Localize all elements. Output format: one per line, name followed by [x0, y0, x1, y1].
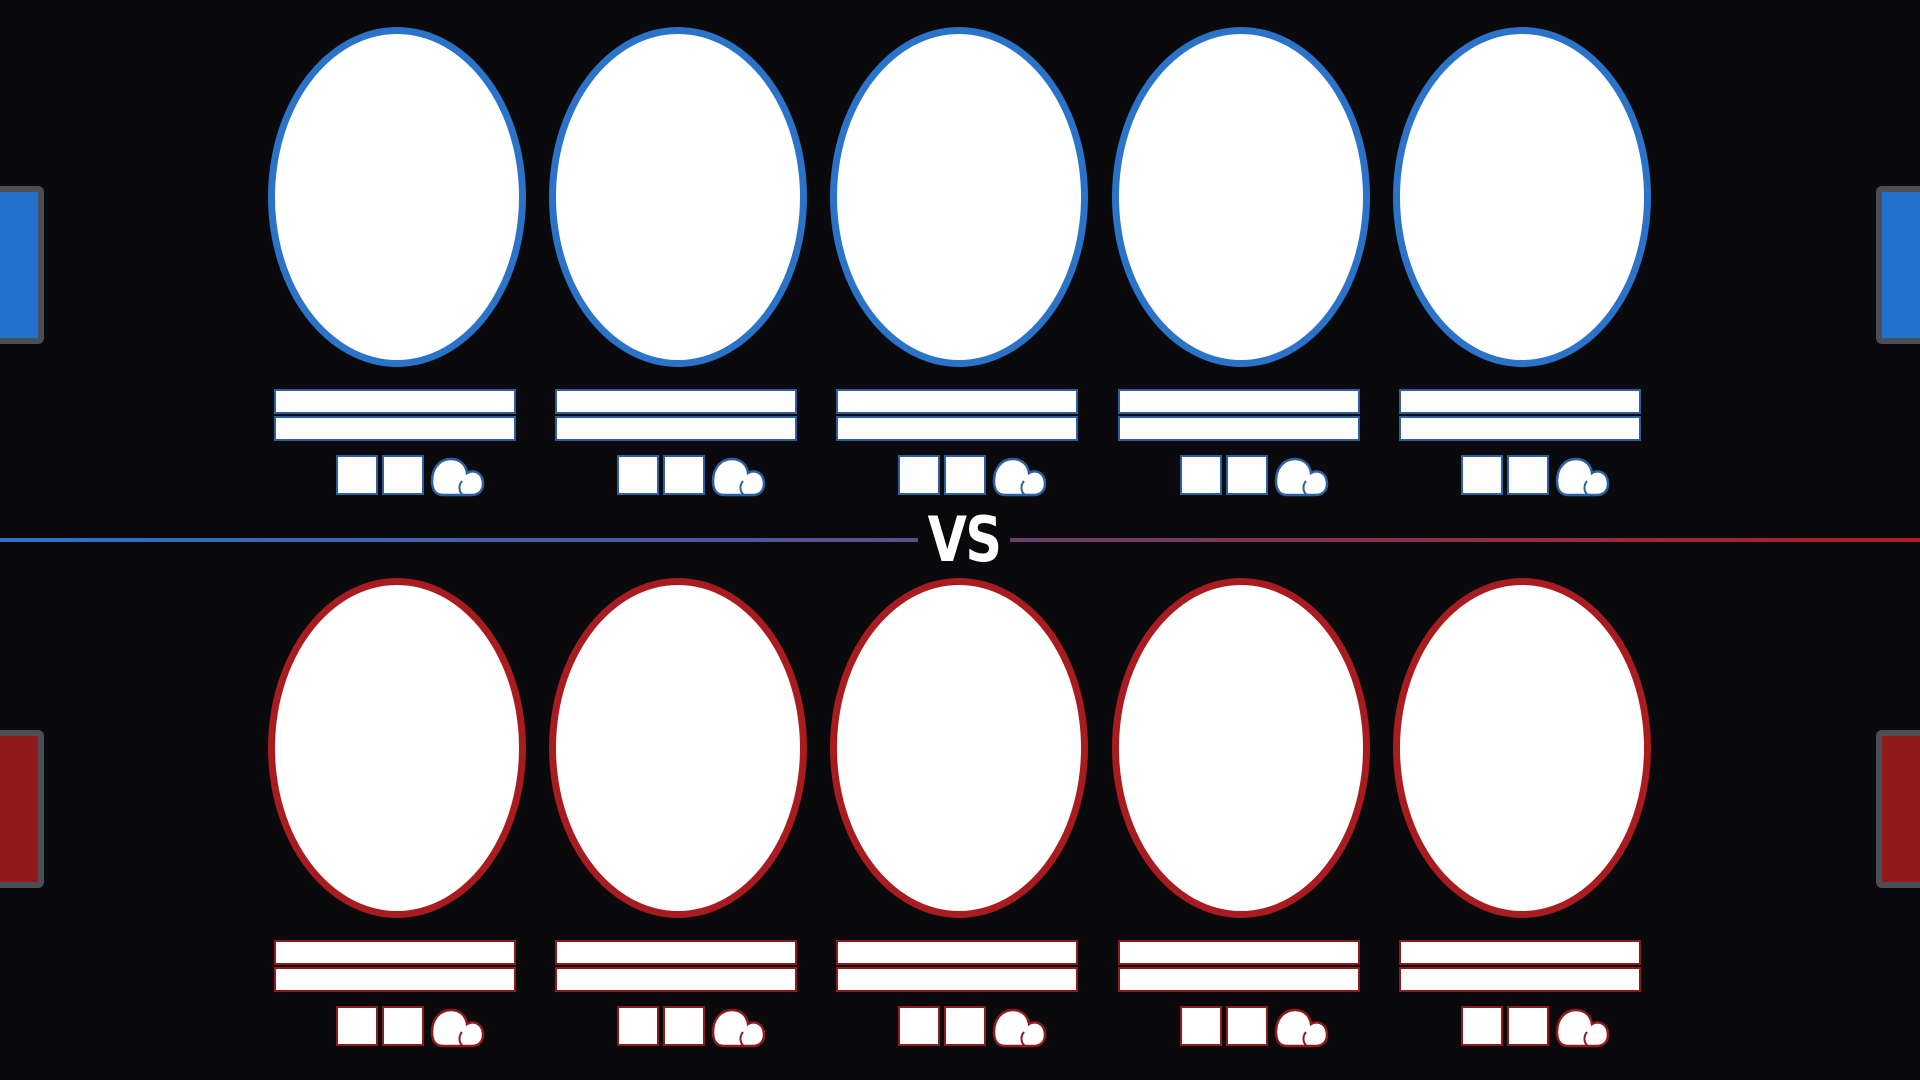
player-portrait[interactable] — [1393, 27, 1651, 367]
player-portrait[interactable] — [549, 578, 807, 918]
red-player-card[interactable] — [1112, 578, 1370, 1058]
square-slot-icon — [1226, 1006, 1268, 1046]
player-subtitle-bar — [555, 416, 797, 441]
player-subtitle-bar — [836, 967, 1078, 992]
player-name-bar — [1118, 940, 1360, 965]
player-name-bar — [274, 389, 516, 414]
square-slot-icon — [1180, 1006, 1222, 1046]
player-portrait[interactable] — [268, 27, 526, 367]
cloud-icon — [992, 1008, 1047, 1048]
player-portrait[interactable] — [549, 27, 807, 367]
player-name-bar — [1399, 389, 1641, 414]
cloud-icon — [1555, 457, 1610, 497]
player-subtitle-bar — [1118, 967, 1360, 992]
blue-team-tab-right — [1876, 186, 1920, 344]
player-portrait[interactable] — [830, 578, 1088, 918]
cloud-icon — [711, 457, 766, 497]
player-name-bar — [836, 389, 1078, 414]
cloud-icon — [430, 457, 485, 497]
player-subtitle-bar — [1118, 416, 1360, 441]
player-name-bar — [274, 940, 516, 965]
cloud-icon — [430, 1008, 485, 1048]
player-name-bar — [555, 940, 797, 965]
square-slot-icon — [336, 455, 378, 495]
player-subtitle-bar — [836, 416, 1078, 441]
red-player-card[interactable] — [1393, 578, 1651, 1058]
player-portrait[interactable] — [830, 27, 1088, 367]
red-team-tab-right — [1876, 730, 1920, 888]
player-portrait[interactable] — [1112, 578, 1370, 918]
player-subtitle-bar — [1399, 416, 1641, 441]
player-subtitle-bar — [1399, 967, 1641, 992]
player-subtitle-bar — [555, 967, 797, 992]
square-slot-icon — [1180, 455, 1222, 495]
square-slot-icon — [898, 1006, 940, 1046]
cloud-icon — [1274, 1008, 1329, 1048]
player-name-bar — [1118, 389, 1360, 414]
player-name-bar — [836, 940, 1078, 965]
red-player-card[interactable] — [549, 578, 807, 1058]
player-name-bar — [1399, 940, 1641, 965]
red-player-card[interactable] — [830, 578, 1088, 1058]
blue-team-tab-left — [0, 186, 44, 344]
player-portrait[interactable] — [268, 578, 526, 918]
divider-line-red — [1010, 538, 1920, 542]
red-player-card[interactable] — [268, 578, 526, 1058]
square-slot-icon — [663, 455, 705, 495]
square-slot-icon — [617, 455, 659, 495]
cloud-icon — [992, 457, 1047, 497]
player-subtitle-bar — [274, 967, 516, 992]
player-portrait[interactable] — [1112, 27, 1370, 367]
blue-player-card[interactable] — [830, 27, 1088, 507]
square-slot-icon — [1461, 1006, 1503, 1046]
vs-label: VS — [927, 503, 1002, 576]
square-slot-icon — [663, 1006, 705, 1046]
cloud-icon — [711, 1008, 766, 1048]
square-slot-icon — [944, 455, 986, 495]
square-slot-icon — [1461, 455, 1503, 495]
square-slot-icon — [898, 455, 940, 495]
square-slot-icon — [1226, 455, 1268, 495]
cloud-icon — [1555, 1008, 1610, 1048]
red-team-tab-left — [0, 730, 44, 888]
divider-line-blue — [0, 538, 918, 542]
square-slot-icon — [382, 455, 424, 495]
player-portrait[interactable] — [1393, 578, 1651, 918]
player-subtitle-bar — [274, 416, 516, 441]
square-slot-icon — [944, 1006, 986, 1046]
blue-player-card[interactable] — [268, 27, 526, 507]
blue-player-card[interactable] — [1112, 27, 1370, 507]
square-slot-icon — [336, 1006, 378, 1046]
square-slot-icon — [1507, 1006, 1549, 1046]
blue-player-card[interactable] — [1393, 27, 1651, 507]
square-slot-icon — [382, 1006, 424, 1046]
cloud-icon — [1274, 457, 1329, 497]
player-name-bar — [555, 389, 797, 414]
square-slot-icon — [617, 1006, 659, 1046]
square-slot-icon — [1507, 455, 1549, 495]
blue-player-card[interactable] — [549, 27, 807, 507]
